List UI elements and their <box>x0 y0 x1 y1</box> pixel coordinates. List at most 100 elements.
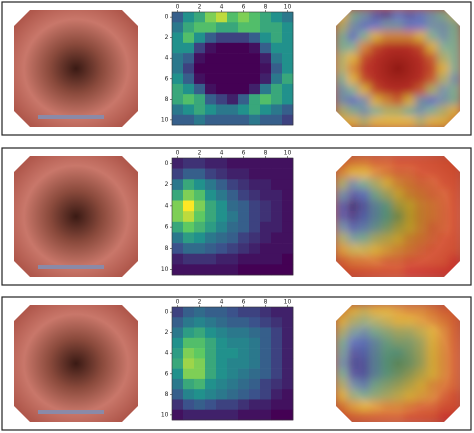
heatmap-cell <box>183 114 195 126</box>
heatmap-cell <box>271 253 283 265</box>
heatmap-cell <box>227 243 239 255</box>
heatmap-cell <box>172 73 184 85</box>
heatmap-cell <box>260 200 272 212</box>
overlay-cell <box>381 400 393 412</box>
overlay-cell <box>381 52 393 64</box>
overlay-cell <box>414 244 427 256</box>
heatmap-cell <box>172 189 184 201</box>
overlay-cell <box>437 347 450 359</box>
overlay-cell <box>358 84 371 96</box>
overlay-cell <box>392 411 405 422</box>
overlay-cell <box>392 368 405 380</box>
overlay-cell <box>369 10 382 22</box>
overlay-cell <box>448 233 460 245</box>
heatmap-cell <box>183 243 195 255</box>
heatmap-cell <box>260 232 272 244</box>
overlay-blur <box>336 10 460 127</box>
heatmap-cell <box>216 409 228 421</box>
overlay-cell <box>369 347 382 359</box>
heatmap-cell <box>216 399 228 411</box>
heatmap-cell <box>194 42 206 54</box>
heatmap-cell <box>205 94 217 105</box>
overlay-cell <box>403 222 416 234</box>
overlay-cell <box>403 200 416 212</box>
overlay-cell <box>381 10 393 22</box>
overlay-cell <box>381 326 393 338</box>
overlay-cell <box>403 233 416 245</box>
overlay-cell <box>336 233 348 245</box>
heatmap-cell <box>183 317 195 328</box>
overlay-cell <box>369 400 382 412</box>
heatmap-cell <box>227 264 239 276</box>
overlay-cell <box>381 233 393 245</box>
heatmap-cell <box>238 317 250 328</box>
heatmap-cell <box>216 42 228 54</box>
overlay-cell <box>347 10 360 22</box>
overlay-cell <box>347 116 360 127</box>
heatmap-cell <box>271 32 283 44</box>
heatmap-cell <box>282 264 294 276</box>
overlay-cell <box>426 84 438 96</box>
heatmap-cell <box>227 200 239 212</box>
overlay-cell <box>347 315 360 327</box>
overlay-cell <box>392 31 405 43</box>
heatmap-cell <box>260 327 272 339</box>
overlay-cell <box>392 315 405 327</box>
overlay-cell <box>381 266 393 277</box>
overlay-cell <box>336 63 348 75</box>
heatmap-cell <box>183 232 195 244</box>
overlay-cell <box>381 167 393 179</box>
heatmap-cell <box>282 179 294 191</box>
overlay-cell <box>403 255 416 267</box>
heatmap-cell <box>238 211 250 223</box>
overlay-cell <box>369 244 382 256</box>
overlay-cell <box>392 305 405 317</box>
heatmap-cell <box>183 221 195 233</box>
heatmap-cell <box>183 253 195 265</box>
overlay-cell <box>358 400 371 412</box>
overlay-cell <box>414 116 427 127</box>
overlay-cell <box>358 222 371 234</box>
heatmap-cell <box>205 399 217 411</box>
overlay-cell <box>437 368 450 380</box>
heatmap-cell <box>238 94 250 105</box>
heatmap-cell <box>271 232 283 244</box>
overlay-cell <box>403 315 416 327</box>
overlay-cell <box>336 315 348 327</box>
heatmap-cell <box>194 179 206 191</box>
heatmap-cell <box>271 327 283 339</box>
overlay-cell <box>403 400 416 412</box>
heatmap-cell <box>282 409 294 421</box>
overlay-cell <box>448 266 460 277</box>
overlay-cell <box>437 20 450 32</box>
overlay-cell <box>426 255 438 267</box>
heatmap-cell <box>216 243 228 255</box>
heatmap-cell <box>227 409 239 421</box>
overlay-cell <box>347 31 360 43</box>
overlay-cell <box>381 411 393 422</box>
heatmap-cell <box>271 307 283 318</box>
overlay-cell <box>336 400 348 412</box>
overlay-cell <box>426 233 438 245</box>
heatmap-cell <box>282 32 294 44</box>
heatmap-cell <box>205 200 217 212</box>
overlay-cell <box>426 178 438 190</box>
heatmap-cell <box>227 73 239 85</box>
heatmap-cell <box>172 358 184 369</box>
overlay-cell <box>358 200 371 212</box>
y-tick-label: 6 <box>165 75 169 82</box>
heatmap-cell <box>216 264 228 276</box>
overlay-cell <box>414 156 427 168</box>
heatmap-cell <box>194 94 206 105</box>
overlay-cell <box>403 52 416 64</box>
heatmap-cell <box>172 232 184 244</box>
overlay-cell <box>358 255 371 267</box>
overlay-cell <box>437 390 450 402</box>
overlay-cell <box>381 95 393 107</box>
heatmap-cell <box>238 253 250 265</box>
heatmap-cell <box>249 189 261 201</box>
heatmap-cell <box>271 243 283 255</box>
overlay-cell <box>347 244 360 256</box>
heatmap-cell <box>249 53 261 64</box>
overlay-cell <box>381 305 393 317</box>
